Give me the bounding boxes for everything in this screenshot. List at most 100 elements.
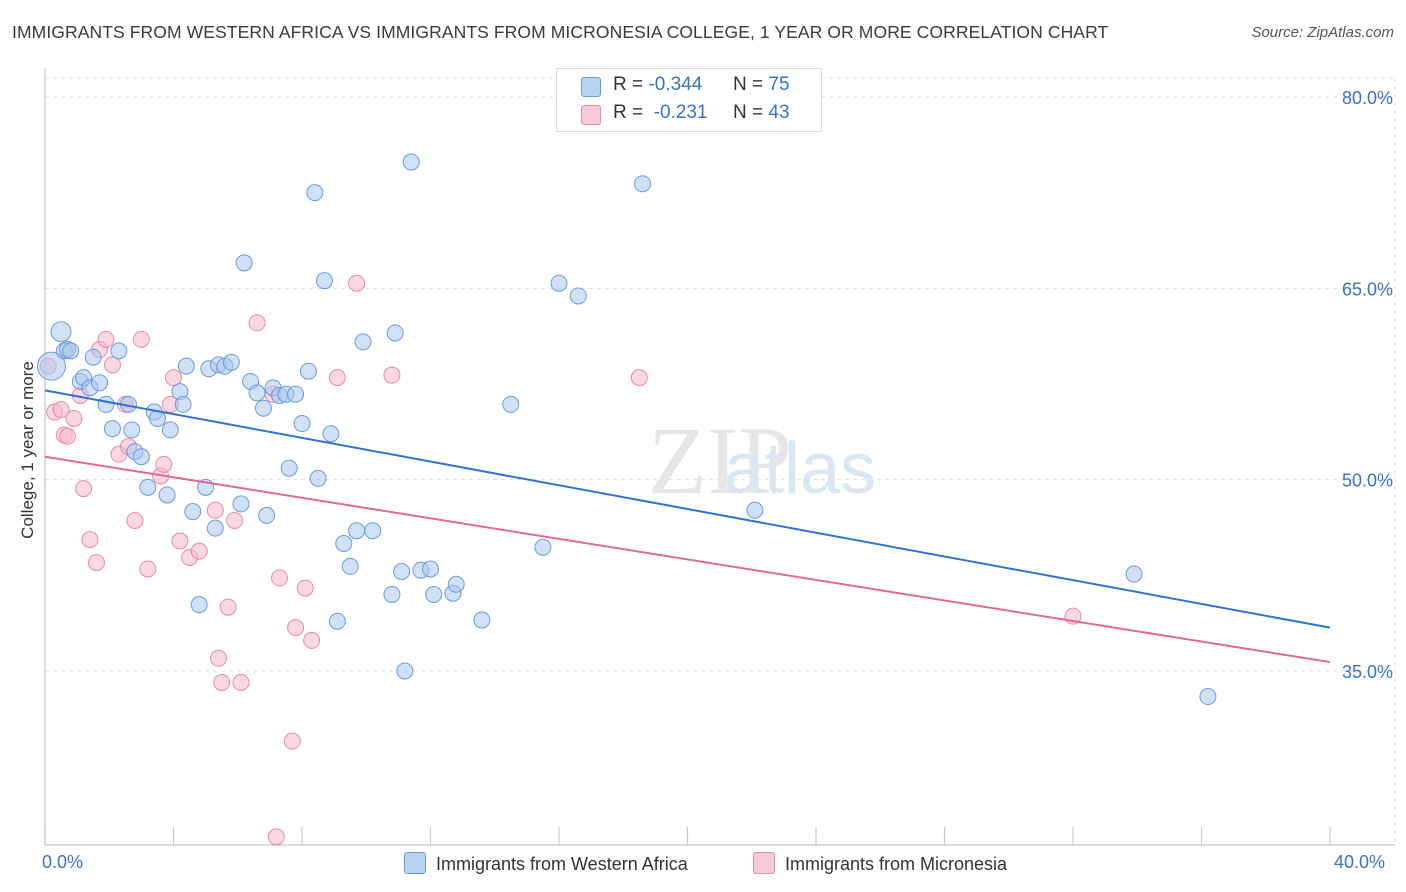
data-point-micronesia — [81, 531, 99, 549]
data-point-micronesia — [232, 673, 250, 691]
source-label: Source: ZipAtlas.com — [1251, 24, 1394, 41]
axes — [44, 68, 1395, 846]
data-point-western-africa — [248, 384, 266, 402]
data-point-micronesia — [97, 330, 115, 348]
legend-r-label: R = — [613, 102, 644, 123]
data-point-western-africa — [174, 395, 192, 413]
chart-title: IMMIGRANTS FROM WESTERN AFRICA VS IMMIGR… — [12, 22, 1109, 42]
legend-r-value: -0.344 — [648, 74, 703, 95]
data-point-micronesia — [52, 401, 70, 419]
data-point-western-africa — [158, 486, 176, 504]
x-tick-label-max: 40.0% — [1334, 852, 1386, 872]
y-tick-label: 35.0% — [1342, 662, 1393, 682]
data-point-western-africa — [222, 353, 240, 371]
data-point-micronesia — [328, 369, 346, 387]
series-micronesia-points — [39, 274, 1082, 846]
data-point-western-africa — [473, 611, 491, 629]
data-point-micronesia — [348, 274, 366, 292]
data-point-western-africa — [132, 448, 150, 466]
data-point-micronesia — [206, 501, 224, 519]
watermark-atlas: atlas — [724, 429, 876, 509]
data-point-micronesia — [103, 356, 121, 374]
legend-row-micronesia: R = -0.231 N = 43 — [557, 99, 821, 129]
data-point-micronesia — [139, 560, 157, 578]
legend-r-label: R = — [613, 74, 644, 95]
trend-line-western-africa — [44, 389, 1331, 629]
y-tick-label: 80.0% — [1342, 88, 1393, 108]
watermark-zip: ZIP — [648, 407, 792, 514]
y-tick-label: 50.0% — [1342, 471, 1393, 491]
data-point-western-africa — [1125, 565, 1143, 583]
data-point-western-africa — [364, 522, 382, 540]
data-point-western-africa — [280, 459, 298, 477]
data-point-western-africa — [383, 585, 401, 603]
data-point-micronesia — [132, 330, 150, 348]
data-point-western-africa — [206, 519, 224, 537]
data-point-western-africa — [341, 557, 359, 575]
data-point-western-africa — [447, 575, 465, 593]
data-point-micronesia — [267, 828, 285, 846]
data-point-western-africa — [254, 399, 272, 417]
legend-row-western-africa: R = -0.344 N = 75 — [557, 71, 821, 101]
data-point-micronesia — [213, 673, 231, 691]
data-point-western-africa — [177, 357, 195, 375]
data-point-western-africa — [123, 421, 141, 439]
data-point-micronesia — [248, 314, 266, 332]
legend-swatch-blue — [581, 77, 601, 97]
data-point-western-africa — [299, 362, 317, 380]
data-point-western-africa — [91, 374, 109, 392]
data-point-western-africa — [258, 506, 276, 524]
legend-swatch-pink — [581, 105, 601, 125]
data-point-western-africa — [348, 522, 366, 540]
data-point-western-africa — [1199, 688, 1217, 706]
data-point-western-africa — [502, 395, 520, 413]
legend-item-micronesia: Immigrants from Micronesia — [753, 852, 1007, 875]
data-point-western-africa — [139, 478, 157, 496]
data-point-western-africa — [97, 395, 115, 413]
data-point-western-africa — [287, 385, 305, 403]
data-point-western-africa — [396, 662, 414, 680]
correlation-legend: R = -0.344 N = 75 R = -0.231 N = 43 — [556, 68, 822, 132]
legend-n-label: N = — [733, 74, 764, 95]
data-point-western-africa — [634, 175, 652, 193]
data-point-micronesia — [219, 598, 237, 616]
data-point-micronesia — [171, 532, 189, 550]
data-point-western-africa — [315, 272, 333, 290]
data-point-western-africa — [293, 415, 311, 433]
legend-item-western-africa: Immigrants from Western Africa — [404, 852, 688, 875]
data-point-western-africa — [335, 534, 353, 552]
data-point-micronesia — [226, 511, 244, 529]
legend-n-value: 75 — [768, 74, 790, 95]
data-point-western-africa — [402, 153, 420, 171]
data-point-micronesia — [165, 369, 182, 387]
legend-r-value: -0.231 — [653, 102, 708, 123]
data-point-western-africa — [569, 287, 587, 305]
data-point-micronesia — [287, 619, 305, 637]
data-point-western-africa — [328, 612, 346, 630]
data-point-micronesia — [155, 455, 173, 473]
data-point-western-africa — [386, 324, 404, 342]
data-point-western-africa — [306, 184, 324, 202]
data-point-western-africa — [161, 421, 179, 439]
legend-swatch-pink — [753, 852, 775, 874]
data-point-western-africa — [746, 501, 764, 519]
trend-line-micronesia — [44, 455, 1331, 664]
series-legend: Immigrants from Western Africa Immigrant… — [0, 852, 1406, 878]
data-point-western-africa — [103, 420, 121, 438]
legend-n-value: 43 — [768, 102, 790, 123]
data-point-micronesia — [209, 649, 227, 667]
data-point-western-africa — [110, 342, 128, 360]
legend-item-label: Immigrants from Micronesia — [785, 854, 1008, 874]
data-point-western-africa — [62, 342, 80, 360]
data-point-western-africa — [184, 503, 202, 521]
data-point-western-africa — [190, 596, 208, 614]
data-point-western-africa — [50, 321, 72, 343]
data-point-micronesia — [383, 366, 401, 384]
data-point-western-africa — [393, 563, 411, 581]
data-point-western-africa — [534, 538, 552, 556]
trend-lines — [44, 389, 1331, 664]
x-tick-label-min: 0.0% — [42, 852, 84, 872]
data-point-micronesia — [271, 569, 289, 587]
series-western-africa-points — [36, 153, 1217, 706]
